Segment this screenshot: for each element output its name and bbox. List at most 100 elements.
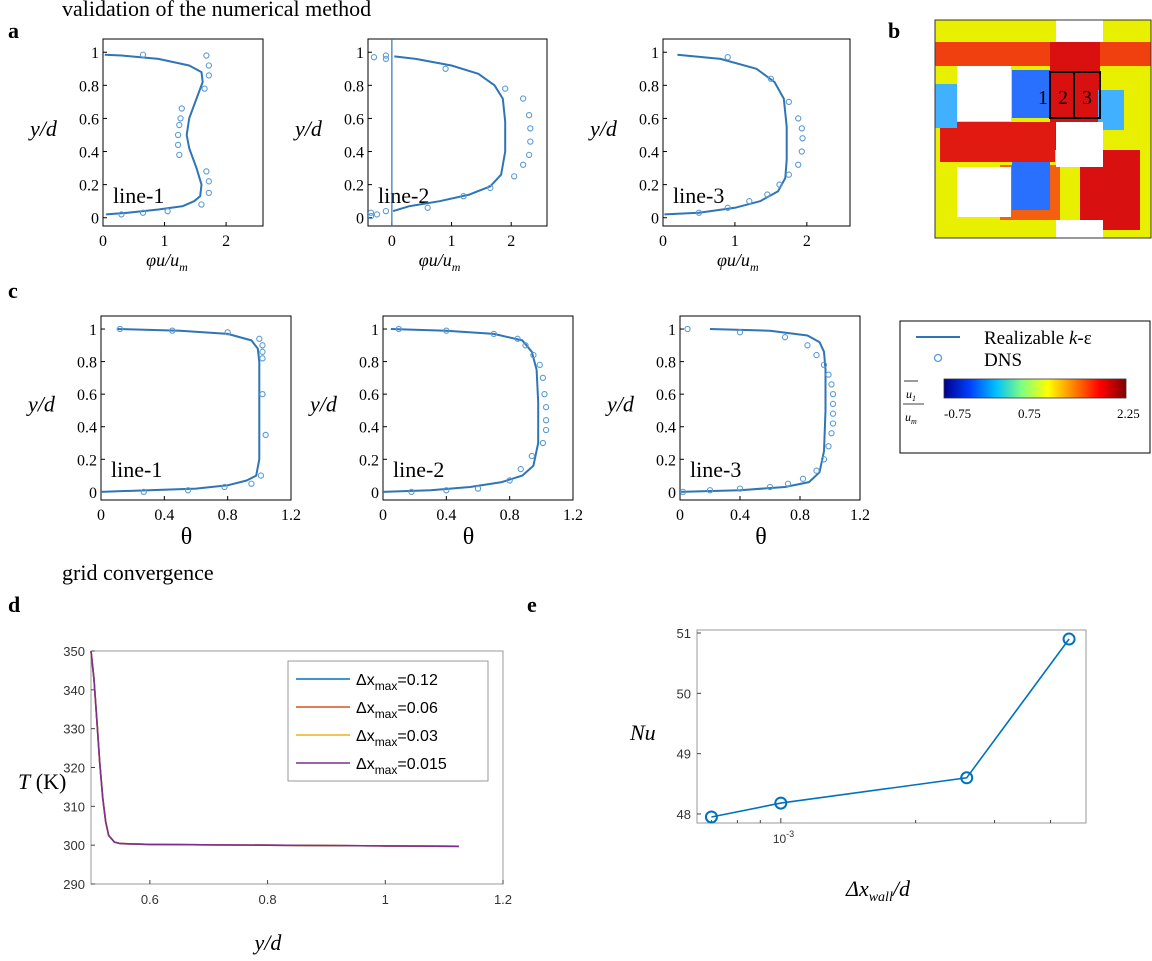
plot-area xyxy=(368,39,534,226)
x-axis-label: θ xyxy=(181,524,193,550)
x-tick-label: 1 xyxy=(448,233,456,250)
dns-point xyxy=(139,51,147,58)
panel-a-line-1: 0 0.2 0.4 0.6 0.8 1 0 1 2 y/d φu/um line-1 xyxy=(28,38,264,274)
dns-point xyxy=(205,72,212,79)
dns-point xyxy=(176,121,183,129)
dns-point xyxy=(382,55,390,63)
y-tick-label: 48 xyxy=(677,807,691,822)
x-tick-label: 0 xyxy=(97,507,105,524)
panel-d-temperature: 290 300 310 320 330 340 350 0.6 0.8 1 1.2 T (K) y/d Δ… xyxy=(18,644,512,955)
y-tick-label: 1 xyxy=(89,322,97,339)
dns-point xyxy=(203,52,210,59)
heading-grid-convergence: grid convergence xyxy=(62,560,214,585)
panel-a-line-3: 0 0.2 0.4 0.6 0.8 1 0 1 2 y/d φu/um line-3 xyxy=(588,38,851,274)
y-axis-label: y/d xyxy=(28,116,58,141)
dns-point xyxy=(118,211,125,218)
y-tick-label: 0.2 xyxy=(656,452,676,469)
plot-area xyxy=(104,51,212,218)
y-axis-label: y/d xyxy=(308,392,338,417)
dns-point xyxy=(203,168,210,175)
legend-frame xyxy=(287,660,489,782)
y-axis-label: y/d xyxy=(26,392,56,417)
dns-point xyxy=(804,342,811,349)
contour-band xyxy=(935,42,1151,66)
dns-point xyxy=(828,381,835,388)
y-tick-label: 0.2 xyxy=(639,178,659,195)
dns-point xyxy=(767,75,775,82)
dns-point xyxy=(785,171,793,178)
dns-point xyxy=(490,330,497,338)
panel-b-contour xyxy=(935,20,1151,238)
y-tick-label: 0.2 xyxy=(77,452,97,469)
dns-point xyxy=(443,327,450,334)
colorbar-tick-max: 2.25 xyxy=(1117,406,1140,421)
dns-point xyxy=(221,483,228,491)
x-tick-label: 10-3 xyxy=(773,829,794,846)
y-tick-label: 340 xyxy=(63,683,85,698)
dns-point xyxy=(164,207,171,215)
model-profile-line xyxy=(664,53,788,216)
dns-point xyxy=(424,204,431,211)
y-tick-label: 0 xyxy=(89,485,97,502)
y-tick-label: 0.8 xyxy=(79,78,99,95)
y-tick-label: 330 xyxy=(63,722,85,737)
dns-point xyxy=(695,209,703,216)
nusselt-point xyxy=(960,771,974,785)
dns-point xyxy=(799,135,806,142)
dns-point xyxy=(684,325,691,333)
legend-label: Δxmax=0.06 xyxy=(356,700,438,721)
y-tick-label: 0 xyxy=(91,211,99,228)
dns-point xyxy=(724,54,731,61)
model-profile-line xyxy=(680,328,827,493)
axes-frame xyxy=(382,315,574,501)
x-tick-label: 0 xyxy=(379,507,387,524)
y-tick-label: 0.8 xyxy=(656,355,676,372)
y-tick-label: 1 xyxy=(668,322,676,339)
profile-annotation: line-3 xyxy=(673,183,724,208)
y-tick-label: 0.6 xyxy=(656,387,676,404)
dns-point xyxy=(798,125,805,132)
x-tick-label: 0 xyxy=(388,233,396,250)
x-tick-label: 1 xyxy=(161,233,169,250)
x-tick-label: 0.8 xyxy=(259,892,277,907)
legend-colorbar-box: Realizable k-ε DNS u1 um -0.75 0.75 2.25 xyxy=(899,320,1151,454)
y-tick-label: 0.6 xyxy=(639,111,659,128)
axes-frame xyxy=(679,315,861,501)
legend-marker-swatch xyxy=(933,353,943,363)
dns-point xyxy=(382,207,390,215)
contour-band xyxy=(1012,162,1050,210)
dns-point xyxy=(519,95,527,102)
x-tick-label: 0 xyxy=(676,507,684,524)
x-tick-label: 0 xyxy=(659,233,667,250)
dns-point xyxy=(262,431,269,439)
obstacle xyxy=(957,167,1011,217)
plot-area xyxy=(90,650,459,848)
x-tick-label: 1 xyxy=(382,892,389,907)
x-tick-label: 0.6 xyxy=(141,892,159,907)
dns-point xyxy=(542,404,550,411)
dns-point xyxy=(795,161,802,168)
dns-point xyxy=(169,327,176,334)
y-tick-label: 0 xyxy=(356,211,364,228)
dns-point xyxy=(766,483,774,491)
dns-point xyxy=(539,439,547,447)
dns-point xyxy=(205,178,212,185)
dns-point xyxy=(395,325,402,333)
heading-validation: validation of the numerical method xyxy=(62,0,371,21)
x-tick-label: 1.2 xyxy=(494,892,512,907)
dns-point xyxy=(820,361,828,368)
obstacle xyxy=(1056,220,1103,238)
dns-point xyxy=(813,351,820,359)
axes-frame xyxy=(102,38,264,227)
x-tick-label: 2 xyxy=(222,233,230,250)
y-tick-label: 1 xyxy=(371,322,379,339)
dns-point xyxy=(746,198,753,205)
y-tick-label: 0.2 xyxy=(79,178,99,195)
colorbar-tick-mid: 0.75 xyxy=(1018,406,1041,421)
temperature-series-line xyxy=(90,650,459,848)
dns-point xyxy=(829,400,837,408)
dns-point xyxy=(257,472,265,479)
dns-point xyxy=(460,193,467,200)
dns-point xyxy=(174,131,182,139)
